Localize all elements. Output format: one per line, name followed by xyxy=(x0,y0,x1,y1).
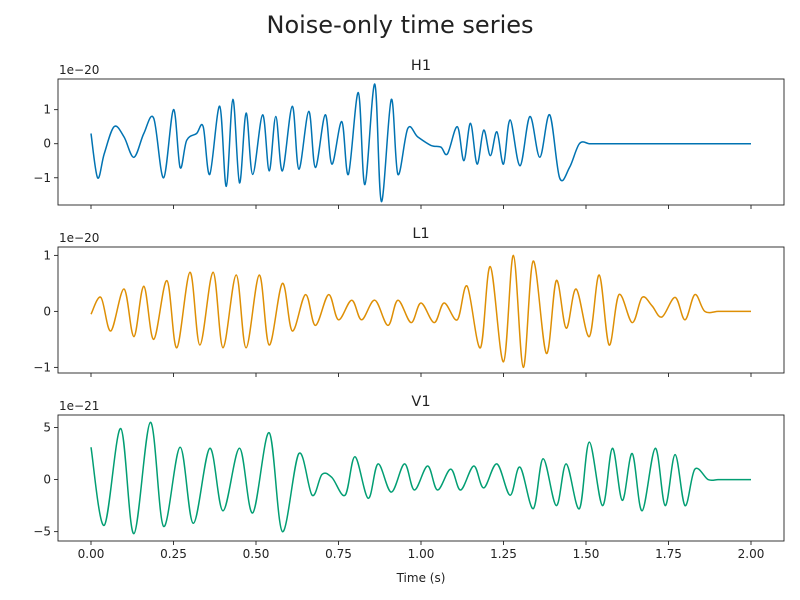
y-tick-label-v1: −5 xyxy=(33,525,51,539)
y-tick-label-l1: 1 xyxy=(43,248,51,262)
chart-title: Noise-only time series xyxy=(267,11,534,39)
panel-title-h1: H1 xyxy=(411,58,431,74)
x-axis-label: Time (s) xyxy=(396,571,446,585)
series-line-h1 xyxy=(90,83,751,203)
y-tick-label-h1: −1 xyxy=(33,171,51,185)
y-offset-label-l1: 1e−20 xyxy=(59,231,99,245)
x-ticks-h1 xyxy=(90,205,752,209)
y-tick-label-l1: 0 xyxy=(43,304,51,318)
x-tick-label: 0.00 xyxy=(78,547,105,561)
y-tick-label-v1: 5 xyxy=(43,420,51,434)
y-ticks-v1: 5 0 −5 xyxy=(33,420,58,539)
y-ticks-l1: 1 0 −1 xyxy=(33,248,58,374)
panel-title-v1: V1 xyxy=(411,394,430,410)
y-tick-label-h1: 1 xyxy=(43,103,51,117)
y-tick-label-l1: −1 xyxy=(33,360,51,374)
y-ticks-h1: 1 0 −1 xyxy=(33,103,58,185)
y-tick-label-h1: 0 xyxy=(43,137,51,151)
series-line-v1 xyxy=(90,421,751,535)
plot-frame-l1 xyxy=(57,246,785,374)
y-tick-label-v1: 0 xyxy=(43,473,51,487)
x-ticks-l1 xyxy=(90,373,752,377)
y-offset-label-v1: 1e−21 xyxy=(59,399,99,413)
x-tick-label: 1.50 xyxy=(573,547,600,561)
plot-frame-h1 xyxy=(57,78,785,206)
x-tick-label: 1.75 xyxy=(655,547,682,561)
panel-title-l1: L1 xyxy=(412,226,429,242)
panel-l1: L1 1e−20 1 0 −1 xyxy=(33,226,785,377)
x-ticks-v1: 0.00 0.25 0.50 0.75 1.00 1.25 1.50 1.75 2.00 xyxy=(78,541,765,561)
x-tick-label: 0.25 xyxy=(160,547,187,561)
series-line-l1 xyxy=(90,254,751,369)
x-tick-label: 2.00 xyxy=(738,547,765,561)
plot-frame-v1 xyxy=(57,414,785,542)
panel-v1: V1 1e−21 5 0 −5 0.00 0.25 0.50 0.75 1.00 1.25 1.… xyxy=(33,394,785,561)
y-offset-label-h1: 1e−20 xyxy=(59,63,99,77)
x-tick-label: 1.00 xyxy=(408,547,435,561)
x-tick-label: 0.75 xyxy=(325,547,352,561)
x-tick-label: 1.25 xyxy=(490,547,517,561)
panel-h1: H1 1e−20 1 0 −1 xyxy=(33,58,785,209)
x-tick-label: 0.50 xyxy=(243,547,270,561)
